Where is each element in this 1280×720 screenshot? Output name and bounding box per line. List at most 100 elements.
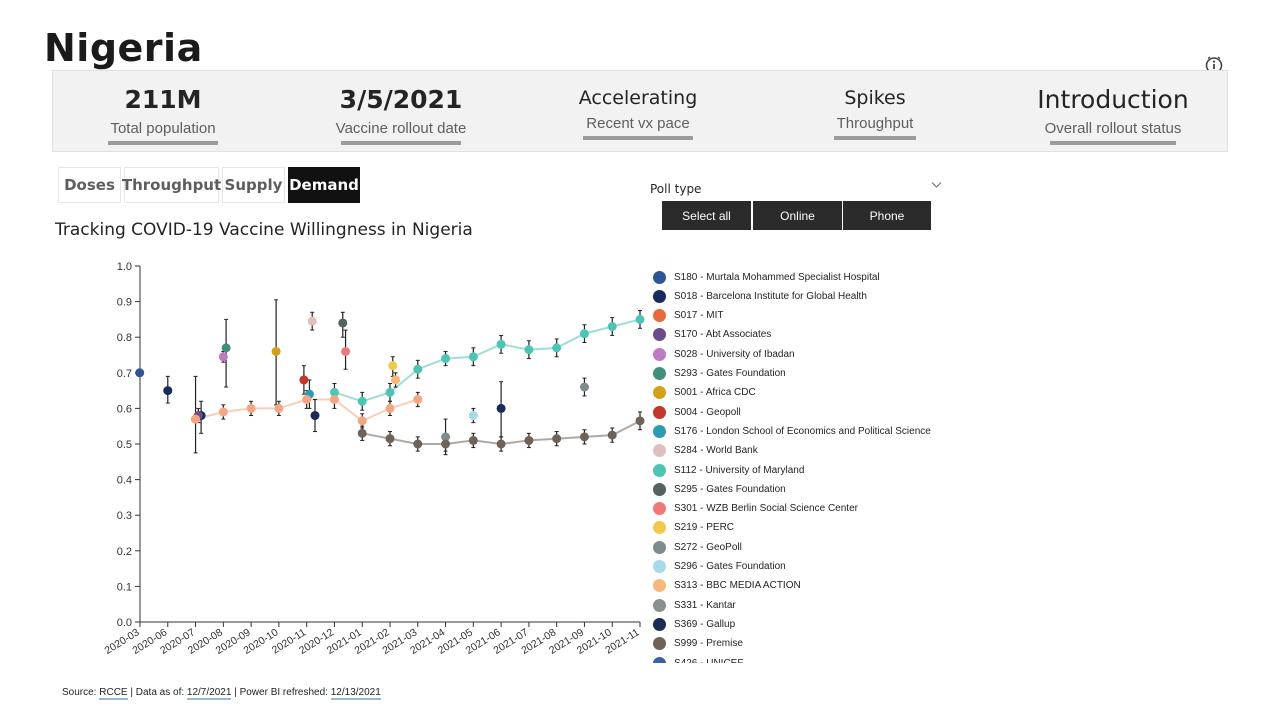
legend-dot: [653, 521, 666, 535]
data-point: [135, 368, 145, 378]
legend-dot: [653, 617, 666, 631]
data-point: [635, 416, 645, 426]
legend-dot: [653, 482, 666, 496]
data-point: [299, 375, 309, 385]
legend-dot: [653, 598, 666, 612]
y-tick-label: 0.6: [117, 403, 132, 415]
legend-label: S180 - Murtala Mohammed Specialist Hospi…: [674, 271, 880, 283]
legend-item[interactable]: S999 - Premise: [650, 634, 743, 654]
legend-item[interactable]: S176 - London School of Economics and Po…: [650, 421, 931, 441]
legend-item[interactable]: S180 - Murtala Mohammed Specialist Hospi…: [650, 267, 880, 287]
y-tick-label: 0.8: [117, 332, 132, 344]
data-point: [496, 403, 506, 413]
phone-button[interactable]: Phone: [843, 201, 931, 230]
data-point: [357, 416, 367, 426]
legend-label: S170 - Abt Associates: [674, 329, 772, 341]
y-tick-label: 0.3: [117, 510, 132, 522]
kpi-throughput: Spikes Throughput: [825, 71, 925, 140]
data-point: [329, 395, 339, 404]
chevron-down-icon[interactable]: [931, 181, 942, 189]
chart-title: Tracking COVID-19 Vaccine Willingness in…: [55, 220, 473, 240]
data-point: [607, 430, 617, 440]
legend-item[interactable]: S284 - World Bank: [650, 441, 758, 461]
data-point: [413, 364, 423, 374]
kpi-underline: [1050, 141, 1176, 145]
tab-demand[interactable]: Demand: [288, 167, 360, 203]
willingness-chart: 0.00.10.20.30.40.50.60.70.80.91.02020-03…: [103, 261, 645, 657]
data-point: [524, 435, 534, 445]
legend-item[interactable]: S017 - MIT: [650, 306, 723, 326]
chart-legend[interactable]: S180 - Murtala Mohammed Specialist Hospi…: [650, 267, 950, 663]
data-point: [246, 403, 256, 413]
refreshed-prefix: Power BI refreshed:: [239, 687, 328, 698]
kpi-underline: [583, 136, 693, 140]
legend-item[interactable]: S313 - BBC MEDIA ACTION: [650, 576, 801, 596]
kpi-vx-pace: Accelerating Recent vx pace: [578, 71, 698, 140]
legend-item[interactable]: S004 - Geopoll: [650, 402, 741, 422]
legend-dot: [653, 386, 666, 400]
legend-item[interactable]: S272 - GeoPoll: [650, 537, 742, 557]
chart-tick-labels: 0.00.10.20.30.40.50.60.70.80.91.02020-03…: [103, 261, 642, 657]
legend-dot: [653, 637, 666, 651]
data-point: [341, 346, 351, 356]
data-point: [496, 339, 506, 349]
data-point: [441, 354, 451, 364]
data-point: [441, 439, 451, 449]
data-point: [413, 439, 423, 449]
kpi-value: 3/5/2021: [339, 85, 463, 114]
legend-item[interactable]: S295 - Gates Foundation: [650, 479, 786, 499]
legend-dot: [653, 347, 666, 361]
kpi-underline: [834, 136, 916, 140]
legend-item[interactable]: S028 - University of Ibadan: [650, 344, 795, 364]
tab-doses[interactable]: Doses: [58, 167, 121, 203]
data-point: [388, 361, 398, 371]
legend-label: S176 - London School of Economics and Po…: [674, 425, 931, 437]
data-point: [385, 403, 395, 413]
legend-dot: [653, 656, 666, 663]
legend-dot: [653, 289, 666, 303]
page-title: Nigeria: [44, 26, 203, 70]
legend-item[interactable]: S219 - PERC: [650, 518, 734, 538]
legend-dot: [653, 309, 666, 323]
legend-item[interactable]: S331 - Kantar: [650, 595, 736, 615]
legend-dot: [653, 367, 666, 380]
data-point: [607, 322, 617, 332]
data-point: [552, 343, 562, 353]
y-tick-label: 0.2: [117, 546, 132, 558]
y-tick-label: 0.4: [117, 475, 132, 487]
legend-label: S004 - Geopoll: [674, 406, 741, 418]
legend-label: S219 - PERC: [674, 522, 735, 534]
legend-label: S426 - UNICEF: [674, 657, 744, 664]
separator: |: [130, 687, 133, 698]
separator: |: [234, 687, 237, 698]
legend-item[interactable]: S112 - University of Maryland: [650, 460, 804, 480]
tab-throughput[interactable]: Throughput: [122, 167, 221, 203]
legend-item[interactable]: S018 - Barcelona Institute for Global He…: [650, 286, 867, 306]
legend-item[interactable]: S170 - Abt Associates: [650, 325, 771, 345]
tab-supply[interactable]: Supply: [222, 167, 285, 203]
data-point: [357, 428, 367, 438]
legend-label: S369 - Gallup: [674, 618, 736, 630]
chart-error-bars: [165, 299, 642, 456]
legend-item[interactable]: S001 - Africa CDC: [650, 383, 756, 403]
source-link[interactable]: RCCE: [99, 687, 128, 700]
kpi-label: Recent vx pace: [586, 115, 690, 132]
y-tick-label: 0.1: [117, 581, 132, 593]
online-button[interactable]: Online: [753, 201, 842, 230]
legend-item[interactable]: S296 - Gates Foundation: [650, 557, 786, 577]
data-point: [385, 434, 395, 444]
legend-label: S313 - BBC MEDIA ACTION: [674, 580, 801, 592]
legend-label: S017 - MIT: [674, 310, 724, 322]
data-point: [552, 434, 562, 444]
data-point: [579, 329, 589, 339]
legend-item[interactable]: S369 - Gallup: [650, 614, 735, 634]
y-tick-label: 0.5: [117, 439, 132, 451]
data-point: [413, 395, 423, 404]
legend-item[interactable]: S293 - Gates Foundation: [650, 364, 786, 384]
kpi-value: Accelerating: [578, 87, 698, 109]
legend-label: S112 - University of Maryland: [674, 464, 805, 476]
legend-item[interactable]: S426 - UNICEF: [650, 653, 743, 663]
select-all-button[interactable]: Select all: [662, 201, 751, 230]
data-point: [307, 316, 317, 326]
legend-item[interactable]: S301 - WZB Berlin Social Science Center: [650, 499, 858, 519]
